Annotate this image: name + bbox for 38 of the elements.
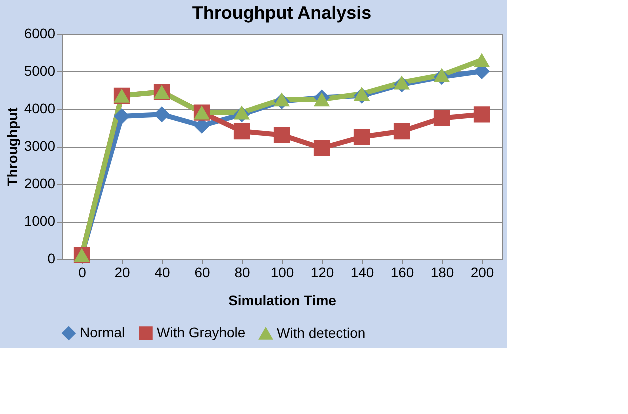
point [234, 106, 250, 120]
x-tick-label: 100 [270, 264, 294, 280]
x-tick-label: 0 [78, 264, 87, 280]
x-tick-label: 180 [430, 264, 454, 280]
point [474, 106, 490, 123]
point [354, 129, 370, 146]
x-tick-label: 140 [350, 264, 374, 280]
point [354, 87, 370, 101]
point [434, 110, 450, 126]
y-axis-title: Throughput [4, 107, 20, 186]
x-tick-label: 80 [234, 264, 250, 280]
x-tick-label: 40 [154, 264, 170, 280]
y-tick-label: 6000 [24, 26, 56, 42]
point [314, 92, 330, 107]
chart-title: Throughput Analysis [192, 3, 372, 23]
y-tick-label: 4000 [24, 100, 56, 116]
point [234, 123, 250, 140]
y-tick-label: 2000 [24, 176, 56, 192]
y-tick-label: 1000 [24, 213, 56, 229]
point [394, 123, 410, 140]
legend-label: With Grayhole [157, 324, 246, 340]
point [274, 127, 290, 144]
x-tick-label: 160 [390, 264, 414, 280]
point [474, 53, 490, 68]
point [274, 92, 290, 107]
legend-label: With detection [277, 324, 366, 341]
y-tick-label: 0 [48, 250, 56, 266]
y-tick-label: 5000 [24, 63, 56, 79]
x-tick-label: 200 [470, 264, 494, 280]
x-tick-label: 120 [310, 264, 334, 280]
x-axis-title: Simulation Time [228, 292, 337, 308]
legend-label: Normal [80, 324, 126, 340]
point [314, 140, 330, 156]
point [434, 68, 450, 82]
x-tick-label: 60 [194, 264, 210, 280]
y-tick-label: 3000 [24, 138, 56, 154]
x-tick-label: 20 [114, 264, 130, 280]
point [394, 76, 410, 90]
